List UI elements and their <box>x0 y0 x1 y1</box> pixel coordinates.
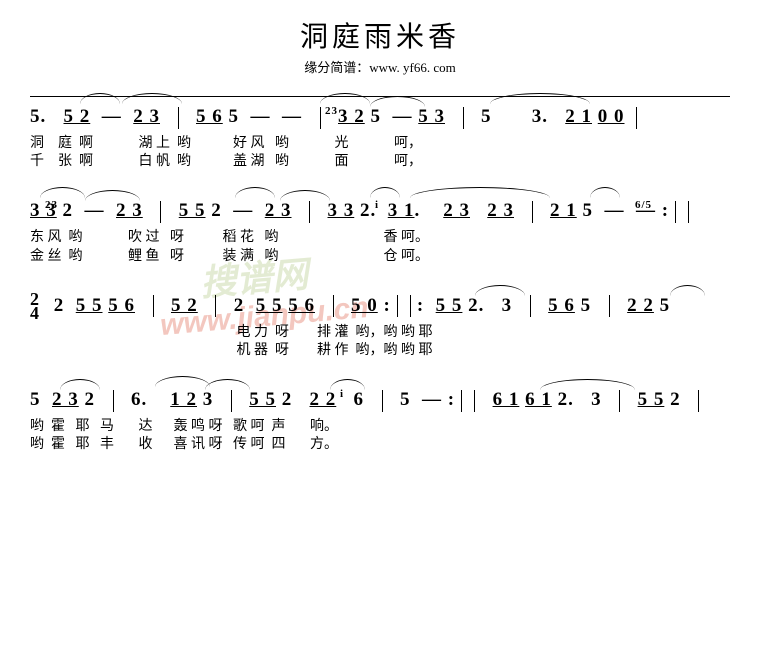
music-lines-container: 235. 5 2 — 2 3 5 6 5 — — 3 2 5 — 5 3 5 3… <box>30 96 730 455</box>
lyrics-row: 哟 霍 耶 丰 收 喜 讯 呀 传 呵 四 方。 <box>30 436 730 454</box>
song-title: 洞庭雨米香 <box>30 15 730 55</box>
subtitle: 缘分简谱：www. yf66. com <box>30 57 730 76</box>
sheet-music: 搜谱网 www.jianpu.cn 洞庭雨米香 缘分简谱：www. yf66. … <box>0 0 760 489</box>
subtitle-label: 缘分简谱： <box>304 60 369 75</box>
lyrics-row: 东 风 哟 吹 过 呀 稻 花 哟 香 呵。 <box>30 229 730 247</box>
music-line: 235. 5 2 — 2 3 5 6 5 — — 3 2 5 — 5 3 5 3… <box>30 96 730 171</box>
lyrics-row: 洞 庭 啊 湖 上 哟 好 风 哟 光 呵， <box>30 135 730 153</box>
lyrics-row: 哟 霍 耶 马 达 轰 鸣 呀 歌 呵 声 响。 <box>30 418 730 436</box>
lyrics-row: 金 丝 哟 鲤 鱼 呀 装 满 哟 仓 呵。 <box>30 248 730 266</box>
music-line: i5 2 3 2 6. 1 2 3 5 5 2 2 2 6 5 — : 6 1 … <box>30 384 730 454</box>
music-line: 24 2 5 5 5 6 5 2 2 5 5 5 6 5 0 :: 5 5 2.… <box>30 290 730 360</box>
lyrics-row: 千 张 啊 白 帆 哟 盖 湖 哟 面 呵， <box>30 153 730 171</box>
notation-row: 23i6/53 3 2 — 2 3 5 5 2 — 2 3 3 3 2. 3 1… <box>30 195 730 227</box>
subtitle-url: www. yf66. com <box>369 60 456 75</box>
notation-row: 235. 5 2 — 2 3 5 6 5 — — 3 2 5 — 5 3 5 3… <box>30 101 730 133</box>
lyrics-row: 机 器 呀 耕 作 哟，哟 哟 耶 <box>30 342 730 360</box>
notation-row: 24 2 5 5 5 6 5 2 2 5 5 5 6 5 0 :: 5 5 2.… <box>30 290 730 322</box>
lyrics-row: 电 力 呀 排 灌 哟，哟 哟 耶 <box>30 324 730 342</box>
music-line: 23i6/53 3 2 — 2 3 5 5 2 — 2 3 3 3 2. 3 1… <box>30 195 730 265</box>
notation-row: i5 2 3 2 6. 1 2 3 5 5 2 2 2 6 5 — : 6 1 … <box>30 384 730 416</box>
